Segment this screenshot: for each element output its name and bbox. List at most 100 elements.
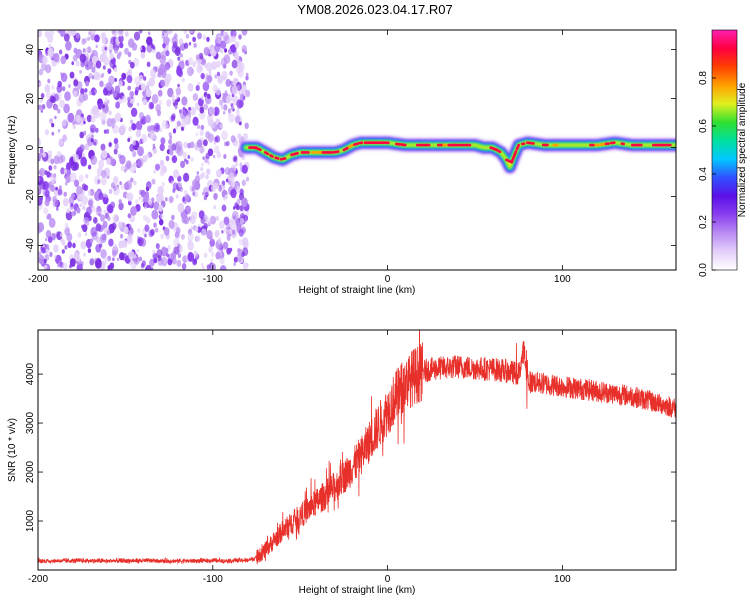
noise-blob (151, 209, 159, 220)
noise-blob (88, 90, 92, 96)
noise-blob (207, 133, 215, 143)
noise-blob (86, 46, 92, 54)
noise-blob (81, 183, 87, 191)
spectrogram-y-tick-label: -20 (25, 189, 36, 204)
noise-blob (242, 48, 245, 53)
noise-blob (187, 142, 192, 149)
noise-blob (153, 122, 161, 133)
noise-blob (148, 130, 156, 140)
noise-blob (48, 43, 52, 48)
noise-blob (220, 183, 224, 188)
noise-blob (64, 91, 71, 101)
noise-blob (168, 138, 173, 145)
noise-blob (89, 258, 95, 266)
noise-blob (161, 119, 169, 130)
noise-blob (158, 218, 164, 226)
noise-blob (239, 205, 244, 212)
noise-blob (193, 42, 197, 48)
noise-blob (56, 150, 62, 158)
noise-blob (89, 124, 96, 134)
noise-blob (38, 187, 42, 196)
noise-blob (103, 129, 107, 134)
noise-blob (216, 151, 222, 159)
noise-blob (119, 252, 125, 261)
noise-blob (132, 150, 137, 158)
snr-y-label: SNR (10 * v/v) (7, 418, 18, 482)
noise-blob (65, 181, 68, 186)
noise-blob (223, 241, 228, 249)
noise-blob (245, 210, 250, 216)
noise-blob (228, 113, 235, 123)
noise-blob (245, 176, 250, 182)
noise-blob (171, 94, 175, 99)
noise-blob (214, 136, 219, 143)
noise-blob (206, 36, 210, 43)
noise-blob (210, 184, 217, 193)
noise-blob (230, 188, 237, 199)
noise-blob (109, 49, 112, 54)
noise-blob (196, 171, 199, 175)
spectrogram-x-tick-label: 0 (385, 274, 391, 285)
noise-blob (238, 229, 244, 237)
noise-blob (201, 172, 206, 179)
noise-blob (208, 71, 212, 76)
noise-blob (181, 77, 185, 83)
noise-blob (128, 250, 135, 261)
noise-blob (176, 120, 181, 127)
noise-blob (188, 106, 192, 112)
noise-blob (241, 30, 248, 36)
noise-blob (210, 251, 215, 257)
noise-blob (45, 249, 50, 254)
noise-blob (128, 126, 132, 132)
noise-blob (108, 188, 113, 195)
noise-blob (165, 73, 172, 83)
noise-blob (98, 73, 102, 79)
noise-blob (112, 250, 117, 257)
noise-blob (115, 86, 120, 94)
noise-blob (52, 195, 57, 203)
noise-blob (215, 60, 221, 68)
ridge-peak (353, 142, 359, 146)
noise-blob (218, 75, 223, 82)
noise-blob (53, 52, 60, 63)
noise-blob (112, 185, 120, 196)
ridge-peak (332, 150, 340, 154)
noise-blob (120, 183, 125, 190)
noise-blob (155, 227, 159, 233)
noise-blob (54, 115, 57, 120)
noise-blob (213, 106, 220, 116)
noise-blob (223, 104, 228, 111)
noise-blob (65, 40, 72, 51)
noise-blob (187, 66, 194, 77)
noise-blob (177, 181, 183, 188)
noise-blob (102, 51, 108, 59)
noise-blob (141, 134, 148, 143)
spectrogram-y-tick-label: -40 (25, 238, 36, 253)
noise-blob (137, 238, 142, 244)
noise-blob (164, 32, 168, 38)
noise-blob (69, 71, 75, 79)
noise-blob (230, 135, 236, 143)
noise-blob (75, 60, 80, 67)
noise-blob (38, 176, 41, 182)
noise-blob (134, 76, 140, 85)
noise-blob (129, 96, 135, 104)
noise-blob (208, 106, 216, 116)
ridge-peak (347, 143, 354, 149)
noise-blob (243, 133, 248, 141)
noise-blob (187, 57, 194, 66)
noise-blob (93, 108, 100, 119)
noise-blob (60, 232, 63, 237)
noise-blob (140, 52, 146, 59)
noise-blob (173, 33, 178, 39)
noise-blob (198, 52, 204, 60)
ridge-peak (274, 156, 280, 160)
ridge-peak (400, 143, 407, 147)
noise-blob (69, 172, 77, 183)
noise-blob (223, 216, 230, 226)
noise-blob (211, 61, 217, 70)
noise-blob (150, 267, 154, 270)
colorbar-tick-label: 0.0 (698, 263, 709, 277)
noise-blob (41, 62, 47, 71)
